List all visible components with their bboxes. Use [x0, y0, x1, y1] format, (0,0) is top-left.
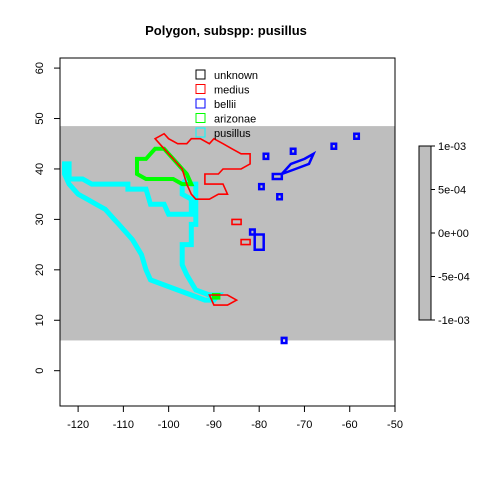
- legend-label-pusillus: pusillus: [214, 128, 251, 140]
- polygon-layer: [62, 132, 361, 345]
- y-tick-label: 0: [34, 368, 46, 374]
- colorbar: 1e-03 5e-04 0e+00 -5e-04 -1e-03: [418, 141, 470, 327]
- bellii-polygon-7: [276, 192, 284, 201]
- series-pusillus: [62, 161, 224, 303]
- x-tick-label: -50: [387, 419, 403, 431]
- y-axis: 0 10 20 30 40 50 60: [34, 62, 61, 374]
- y-tick-label: 10: [34, 314, 46, 326]
- legend-label-unknown: unknown: [214, 70, 258, 82]
- y-tick-label: 30: [34, 213, 46, 225]
- legend-swatch-bellii: [195, 98, 206, 109]
- x-tick-label: -110: [113, 419, 134, 431]
- colorbar-bar: [418, 145, 432, 321]
- legend-swatch-arizonae: [195, 113, 206, 123]
- colorbar-tick-label: -5e-04: [438, 272, 470, 284]
- medius-polygon-2: [240, 238, 251, 246]
- colorbar-tick-label: 5e-04: [438, 185, 466, 197]
- bellii-polygon-9: [253, 233, 265, 251]
- x-tick-label: -120: [67, 419, 89, 431]
- medius-polygon-0: [153, 132, 251, 200]
- y-tick-label: 60: [34, 62, 46, 74]
- x-tick-label: -70: [297, 419, 313, 431]
- bellii-polygon-3: [280, 150, 317, 176]
- legend-swatch-unknown: [195, 69, 206, 80]
- y-tick-label: 50: [34, 112, 46, 124]
- x-tick-label: -80: [251, 419, 267, 431]
- bellii-polygon-4: [262, 152, 270, 161]
- y-tick-label: 20: [34, 264, 46, 276]
- bellii-polygon-2: [289, 147, 297, 156]
- legend-label-medius: medius: [214, 85, 250, 97]
- arizonae-polygon-0: [135, 146, 195, 187]
- chart-title: Polygon, subspp: pusillus: [145, 23, 307, 38]
- colorbar-tick-label: 1e-03: [438, 141, 466, 153]
- legend-label-bellii: bellii: [214, 99, 236, 111]
- x-axis: -120 -110 -100 -90 -80 -70 -60 -50: [67, 405, 403, 431]
- medius-polygon-1: [231, 218, 242, 226]
- background-band: [60, 126, 395, 341]
- series-bellii: [248, 132, 361, 345]
- y-tick-label: 40: [34, 163, 46, 175]
- x-tick-label: -90: [206, 419, 222, 431]
- colorbar-tick-label: -1e-03: [438, 315, 470, 327]
- bellii-polygon-6: [257, 182, 265, 191]
- legend: unknown medius bellii arizonae pusillus: [195, 69, 258, 140]
- bellii-polygon-1: [330, 142, 338, 151]
- series-medius: [153, 132, 251, 306]
- pusillus-polygon-0: [62, 161, 224, 303]
- bellii-polygon-5: [271, 172, 284, 181]
- legend-swatch-pusillus: [195, 127, 206, 138]
- x-tick-label: -100: [158, 419, 180, 431]
- colorbar-tick-label: 0e+00: [438, 228, 469, 240]
- x-tick-label: -60: [342, 419, 358, 431]
- legend-swatch-medius: [195, 84, 206, 94]
- bellii-polygon-0: [353, 132, 361, 140]
- medius-polygon-3: [208, 294, 239, 306]
- bellii-polygon-10: [280, 336, 288, 345]
- legend-label-arizonae: arizonae: [214, 114, 256, 126]
